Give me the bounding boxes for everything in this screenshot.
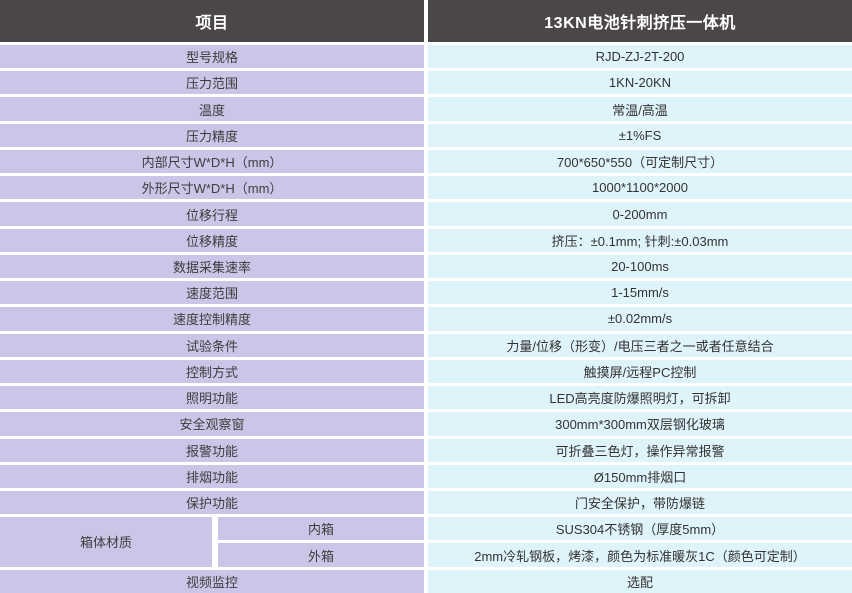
sub-row-label: 外箱 xyxy=(218,543,424,567)
row-value: 可折叠三色灯，操作异常报警 xyxy=(428,438,852,462)
table-row: 温度 常温/高温 xyxy=(0,97,852,121)
row-value: 700*650*550（可定制尺寸） xyxy=(428,149,852,174)
row-label: 试验条件 xyxy=(0,333,424,357)
row-label: 温度 xyxy=(0,97,424,121)
row-value: Ø150mm排烟口 xyxy=(428,464,852,488)
sub-row-value: 2mm冷轧钢板，烤漆，颜色为标准暖灰1C（颜色可定制） xyxy=(428,543,852,567)
row-value: 1KN-20KN xyxy=(428,71,852,95)
group-row-label: 箱体材质 xyxy=(0,517,212,567)
row-label: 位移精度 xyxy=(0,228,424,252)
row-value: 门安全保护，带防爆链 xyxy=(428,490,852,515)
row-value: RJD-ZJ-2T-200 xyxy=(428,45,852,69)
row-value: 0-200mm xyxy=(428,202,852,226)
row-label: 压力范围 xyxy=(0,71,424,95)
row-label: 保护功能 xyxy=(0,490,424,515)
row-label: 数据采集速率 xyxy=(0,254,424,279)
row-label: 位移行程 xyxy=(0,202,424,226)
group-sub-rows: 内箱 SUS304不锈钢（厚度5mm） 外箱 2mm冷轧钢板，烤漆，颜色为标准暖… xyxy=(218,517,852,567)
row-value: 300mm*300mm双层钢化玻璃 xyxy=(428,412,852,436)
row-label: 型号规格 xyxy=(0,45,424,69)
table-group-row-cabinet-material: 箱体材质 内箱 SUS304不锈钢（厚度5mm） 外箱 2mm冷轧钢板，烤漆，颜… xyxy=(0,517,852,567)
row-value: LED高亮度防爆照明灯，可拆卸 xyxy=(428,386,852,410)
table-row: 型号规格 RJD-ZJ-2T-200 xyxy=(0,45,852,69)
table-row: 内部尺寸W*D*H（mm） 700*650*550（可定制尺寸） xyxy=(0,149,852,174)
table-row: 外形尺寸W*D*H（mm） 1000*1100*2000 xyxy=(0,176,852,200)
row-value: ±1%FS xyxy=(428,123,852,147)
table-row: 报警功能 可折叠三色灯，操作异常报警 xyxy=(0,438,852,462)
row-label: 排烟功能 xyxy=(0,464,424,488)
row-label: 安全观察窗 xyxy=(0,412,424,436)
row-value: 选配 xyxy=(428,569,852,593)
row-label: 压力精度 xyxy=(0,123,424,147)
table-sub-row: 外箱 2mm冷轧钢板，烤漆，颜色为标准暖灰1C（颜色可定制） xyxy=(218,543,852,567)
row-label: 外形尺寸W*D*H（mm） xyxy=(0,176,424,200)
table-row: 排烟功能 Ø150mm排烟口 xyxy=(0,464,852,488)
table-row: 速度控制精度 ±0.02mm/s xyxy=(0,307,852,331)
table-row: 视频监控 选配 xyxy=(0,569,852,593)
row-label: 速度控制精度 xyxy=(0,307,424,331)
row-value: 1000*1100*2000 xyxy=(428,176,852,200)
row-label: 照明功能 xyxy=(0,386,424,410)
row-label: 报警功能 xyxy=(0,438,424,462)
row-value: 1-15mm/s xyxy=(428,281,852,305)
table-row: 压力精度 ±1%FS xyxy=(0,123,852,147)
row-value: ±0.02mm/s xyxy=(428,307,852,331)
row-label: 速度范围 xyxy=(0,281,424,305)
table-header-row: 项目 13KN电池针刺挤压一体机 xyxy=(0,0,852,42)
sub-row-label: 内箱 xyxy=(218,517,424,541)
header-col-item: 项目 xyxy=(0,0,424,42)
table-row: 位移精度 挤压：±0.1mm; 针刺:±0.03mm xyxy=(0,228,852,252)
table-row: 数据采集速率 20-100ms xyxy=(0,254,852,279)
row-label: 视频监控 xyxy=(0,569,424,593)
header-col-product: 13KN电池针刺挤压一体机 xyxy=(428,0,852,42)
row-label: 控制方式 xyxy=(0,359,424,384)
sub-row-value: SUS304不锈钢（厚度5mm） xyxy=(428,517,852,541)
table-sub-row: 内箱 SUS304不锈钢（厚度5mm） xyxy=(218,517,852,541)
table-row: 安全观察窗 300mm*300mm双层钢化玻璃 xyxy=(0,412,852,436)
table-row: 速度范围 1-15mm/s xyxy=(0,281,852,305)
table-row: 位移行程 0-200mm xyxy=(0,202,852,226)
table-row: 保护功能 门安全保护，带防爆链 xyxy=(0,490,852,515)
table-row: 控制方式 触摸屏/远程PC控制 xyxy=(0,359,852,384)
row-value: 触摸屏/远程PC控制 xyxy=(428,359,852,384)
row-value: 挤压：±0.1mm; 针刺:±0.03mm xyxy=(428,228,852,252)
row-value: 20-100ms xyxy=(428,254,852,279)
row-label: 内部尺寸W*D*H（mm） xyxy=(0,149,424,174)
table-row: 照明功能 LED高亮度防爆照明灯，可拆卸 xyxy=(0,386,852,410)
row-value: 力量/位移（形变）/电压三者之一或者任意结合 xyxy=(428,333,852,357)
table-row: 试验条件 力量/位移（形变）/电压三者之一或者任意结合 xyxy=(0,333,852,357)
row-value: 常温/高温 xyxy=(428,97,852,121)
table-row: 压力范围 1KN-20KN xyxy=(0,71,852,95)
